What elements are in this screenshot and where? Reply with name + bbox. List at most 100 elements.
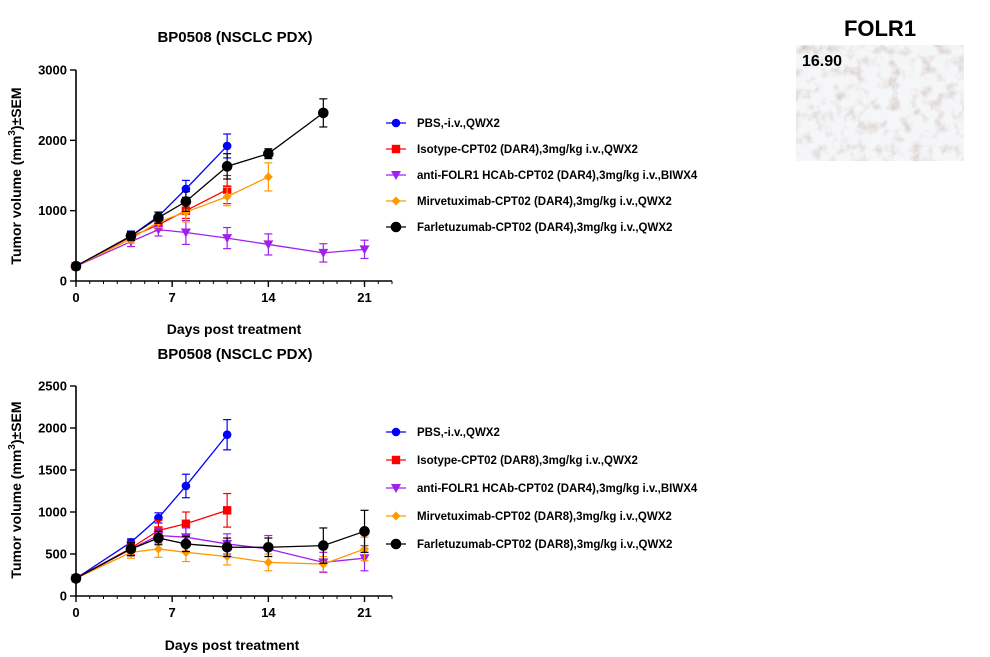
data-point <box>221 161 233 172</box>
data-point <box>70 260 82 272</box>
data-point <box>181 519 191 528</box>
legend-label: anti-FOLR1 HCAb-CPT02 (DAR4),3mg/kg i.v.… <box>417 483 698 495</box>
series-0 <box>71 419 232 583</box>
ihc-image-stain <box>796 45 964 161</box>
y-tick-label: 0 <box>60 589 67 604</box>
x-tick-label: 14 <box>261 605 276 620</box>
panel-score: 16.90 <box>802 53 842 70</box>
axes: 0 7 14 21 0 500 1000 1500 2000 2500 <box>38 379 393 620</box>
chart-title: BP0508 (NSCLC PDX) <box>157 346 312 363</box>
data-point <box>222 234 233 244</box>
legend-item: anti-FOLR1 HCAb-CPT02 (DAR4),3mg/kg i.v.… <box>386 170 698 182</box>
series-4 <box>70 509 370 584</box>
legend-marker <box>390 221 402 233</box>
ihc-image <box>796 45 964 161</box>
y-axis-label-text: Tumor volume (mm3)±SEM <box>7 401 24 578</box>
legend-item: Farletuzumab-CPT02 (DAR4),3mg/kg i.v.,QW… <box>386 221 672 234</box>
legend: PBS,-i.v.,QWX2 Isotype-CPT02 (DAR4),3mg/k… <box>386 118 698 234</box>
data-point <box>359 245 370 255</box>
data-point <box>222 141 232 151</box>
y-tick-label: 2000 <box>38 421 67 436</box>
data-point <box>222 430 232 440</box>
data-point <box>181 207 191 217</box>
series-line <box>75 434 228 579</box>
y-tick-label: 2500 <box>38 379 67 394</box>
series-layer <box>70 419 370 584</box>
series-line <box>75 228 365 267</box>
chart-title: BP0508 (NSCLC PDX) <box>157 29 312 46</box>
data-point <box>221 541 233 553</box>
legend-marker <box>391 144 401 154</box>
data-point <box>222 506 232 515</box>
series-layer <box>70 98 370 272</box>
legend-item: PBS,-i.v.,QWX2 <box>386 427 500 439</box>
data-point <box>180 228 191 238</box>
series-line <box>75 548 365 579</box>
legend-marker <box>391 171 401 180</box>
data-point <box>263 172 273 182</box>
panel-title: FOLR1 <box>844 16 916 41</box>
legend-item: anti-FOLR1 HCAb-CPT02 (DAR4),3mg/kg i.v.… <box>386 483 698 495</box>
data-point <box>318 540 329 551</box>
x-tick-label: 0 <box>72 290 79 305</box>
legend-marker <box>391 196 401 206</box>
series-line <box>75 145 228 267</box>
data-point <box>181 184 191 194</box>
data-point <box>263 148 274 159</box>
data-point <box>318 559 328 569</box>
data-point <box>125 543 137 555</box>
legend-label: Farletuzumab-CPT02 (DAR4),3mg/kg i.v.,QW… <box>417 222 672 234</box>
legend-label: Mirvetuximab-CPT02 (DAR8),3mg/kg i.v.,QW… <box>417 511 672 523</box>
data-point <box>70 573 82 584</box>
data-point <box>181 481 191 491</box>
series-line <box>75 176 269 267</box>
x-tick-label: 7 <box>169 605 176 620</box>
ihc-panel: FOLR1 16.90 <box>796 16 964 161</box>
x-tick-label: 0 <box>72 605 79 620</box>
data-point <box>153 544 163 554</box>
legend-label: PBS,-i.v.,QWX2 <box>417 118 500 130</box>
y-tick-label: 1000 <box>38 505 67 520</box>
legend-label: anti-FOLR1 HCAb-CPT02 (DAR4),3mg/kg i.v.… <box>417 170 698 182</box>
y-axis-label-text: Tumor volume (mm3)±SEM <box>7 87 24 264</box>
axes: 0 7 14 21 0 1000 2000 3000 <box>38 63 393 305</box>
data-point <box>318 107 329 119</box>
legend-marker <box>391 455 401 465</box>
legend-marker <box>391 484 401 493</box>
y-axis-label: Tumor volume (mm3)±SEM <box>7 401 24 578</box>
data-point <box>180 538 192 550</box>
legend-marker <box>391 118 401 128</box>
y-tick-label: 500 <box>45 547 67 562</box>
y-tick-label: 3000 <box>38 63 67 78</box>
series-line <box>75 112 324 267</box>
legend-label: Isotype-CPT02 (DAR4),3mg/kg i.v.,QWX2 <box>417 144 638 156</box>
legend-item: Isotype-CPT02 (DAR8),3mg/kg i.v.,QWX2 <box>386 455 638 467</box>
chart-top: BP0508 (NSCLC PDX) 0 7 14 21 0 1000 2000 3000 D… <box>7 29 698 337</box>
data-point <box>318 248 329 258</box>
y-tick-label: 1500 <box>38 463 67 478</box>
series-0 <box>71 133 232 271</box>
x-tick-label: 21 <box>357 290 371 305</box>
y-tick-label: 0 <box>60 274 67 289</box>
legend-item: PBS,-i.v.,QWX2 <box>386 118 500 130</box>
chart-bottom: BP0508 (NSCLC PDX) 0 7 14 21 0 500 1000 1500 200… <box>7 346 698 653</box>
legend-label: Mirvetuximab-CPT02 (DAR4),3mg/kg i.v.,QW… <box>417 196 672 208</box>
data-point <box>222 192 232 202</box>
x-tick-label: 14 <box>261 290 276 305</box>
data-point <box>181 547 191 557</box>
legend-marker <box>391 427 401 437</box>
x-tick-label: 21 <box>357 605 371 620</box>
y-tick-label: 2000 <box>38 133 67 148</box>
x-axis-label: Days post treatment <box>165 637 300 653</box>
data-point <box>153 532 164 544</box>
x-axis-label: Days post treatment <box>167 321 302 337</box>
x-tick-label: 7 <box>169 290 176 305</box>
data-point <box>263 541 274 553</box>
data-point <box>359 526 370 537</box>
legend-marker <box>391 511 401 521</box>
data-point <box>180 196 192 207</box>
y-axis-label: Tumor volume (mm3)±SEM <box>7 87 24 264</box>
data-point <box>263 557 273 567</box>
data-point <box>153 212 164 223</box>
